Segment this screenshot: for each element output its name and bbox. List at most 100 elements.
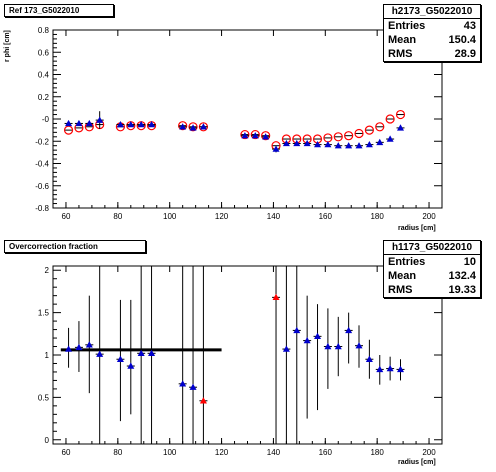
- bottom-xlabel: radius [cm]: [398, 459, 436, 466]
- y-tick-label: -0.8: [35, 204, 49, 213]
- top-stats-box: h2173_G5022010 Entries 43 Mean 150.4 RMS 28…: [383, 4, 481, 62]
- data-point: [344, 131, 354, 141]
- y-tick-label: 0.6: [38, 48, 50, 57]
- data-point: [272, 293, 280, 301]
- data-point: [293, 326, 301, 334]
- x-tick-label: 180: [370, 212, 384, 221]
- y-tick-label: 0.5: [38, 393, 50, 402]
- data-point: [85, 119, 93, 127]
- bottom-stats-mean: 132.4: [448, 270, 476, 282]
- data-point: [354, 128, 364, 139]
- top-chart-title: Ref 173_G5022010: [4, 4, 114, 17]
- data-point: [75, 343, 83, 351]
- bottom-stats-box: h1173_G5022010 Entries 10 Mean 132.4 RMS 19…: [383, 240, 481, 298]
- data-point: [282, 139, 290, 147]
- x-tick-label: 100: [163, 448, 177, 457]
- data-point: [96, 116, 104, 123]
- y-tick-label: -0.4: [35, 160, 49, 169]
- chart-panel-0: 60 80 100 120 140 160 180 200 -0.8 -0.6 -0.4 -0.2 -0…: [35, 26, 443, 221]
- data-point: [272, 145, 280, 152]
- data-point: [188, 122, 198, 132]
- data-point: [199, 123, 207, 130]
- data-point: [251, 132, 259, 139]
- data-point: [116, 120, 124, 128]
- y-tick-label: 0.2: [38, 93, 50, 102]
- data-point: [137, 349, 145, 357]
- bottom-chart-title: Overcorrection fraction: [4, 240, 146, 253]
- data-point: [355, 342, 363, 349]
- data-point: [324, 342, 332, 350]
- data-point: [303, 139, 311, 147]
- top-ylabel: r phi [cm]: [4, 30, 11, 62]
- data-point: [179, 380, 187, 387]
- data-point: [199, 397, 207, 404]
- data-point: [395, 109, 406, 120]
- x-tick-label: 60: [62, 212, 71, 221]
- data-point: [293, 139, 301, 147]
- data-point: [345, 326, 353, 334]
- top-stats-entries: 43: [463, 20, 476, 32]
- data-point: [85, 341, 93, 348]
- data-point: [127, 362, 135, 369]
- y-tick-label: -0.2: [35, 137, 49, 146]
- data-point: [314, 140, 322, 148]
- y-tick-label: 1.5: [38, 309, 50, 318]
- y-tick-label: 0.8: [38, 26, 50, 35]
- bottom-stats-entries: 10: [463, 256, 476, 268]
- top-stats-rms: 28.9: [454, 48, 476, 60]
- data-point: [282, 345, 290, 352]
- data-point: [365, 355, 373, 362]
- data-point: [250, 129, 260, 140]
- x-tick-label: 60: [62, 448, 71, 457]
- x-tick-label: 140: [267, 212, 281, 221]
- x-tick-label: 200: [422, 212, 436, 221]
- y-tick-label: 1: [45, 351, 50, 360]
- x-tick-label: 80: [113, 212, 122, 221]
- data-point: [333, 132, 343, 142]
- x-tick-label: 180: [370, 448, 384, 457]
- data-point: [75, 119, 83, 127]
- y-tick-label: 0: [45, 436, 50, 445]
- x-tick-label: 160: [319, 448, 333, 457]
- data-point: [334, 142, 342, 149]
- x-tick-label: 80: [113, 448, 122, 457]
- chart-panel-1: 60 80 100 120 140 160 180 200 0 0.5 1 1.5 2: [38, 265, 443, 457]
- data-point: [324, 140, 332, 148]
- x-tick-label: 120: [215, 212, 229, 221]
- data-point: [127, 120, 135, 128]
- data-point: [345, 142, 353, 149]
- y-tick-label: -0.6: [35, 182, 49, 191]
- data-point: [355, 142, 363, 149]
- x-tick-label: 120: [215, 448, 229, 457]
- data-point: [148, 349, 156, 357]
- data-point: [376, 138, 384, 146]
- data-point: [386, 364, 394, 372]
- data-point: [148, 120, 156, 128]
- data-point: [65, 345, 73, 352]
- data-point: [179, 123, 187, 130]
- top-xlabel: radius [cm]: [398, 225, 436, 232]
- data-point: [375, 122, 385, 132]
- bottom-stats-name: h1173_G5022010: [384, 241, 480, 255]
- data-point: [386, 135, 394, 142]
- x-tick-label: 200: [422, 448, 436, 457]
- data-point: [116, 355, 124, 362]
- data-point: [365, 140, 373, 148]
- data-point: [385, 114, 395, 124]
- data-point: [261, 131, 271, 141]
- y-tick-label: 0.4: [38, 71, 50, 80]
- data-point: [178, 121, 188, 131]
- data-point: [364, 125, 374, 135]
- data-point: [241, 132, 249, 139]
- top-stats-name: h2173_G5022010: [384, 5, 480, 19]
- x-tick-label: 160: [319, 212, 333, 221]
- data-point: [137, 120, 145, 128]
- data-point: [65, 119, 73, 127]
- data-point: [397, 365, 405, 373]
- top-stats-mean: 150.4: [448, 34, 476, 46]
- data-point: [334, 342, 342, 350]
- data-point: [397, 124, 405, 131]
- data-point: [314, 332, 322, 340]
- data-point: [189, 124, 197, 131]
